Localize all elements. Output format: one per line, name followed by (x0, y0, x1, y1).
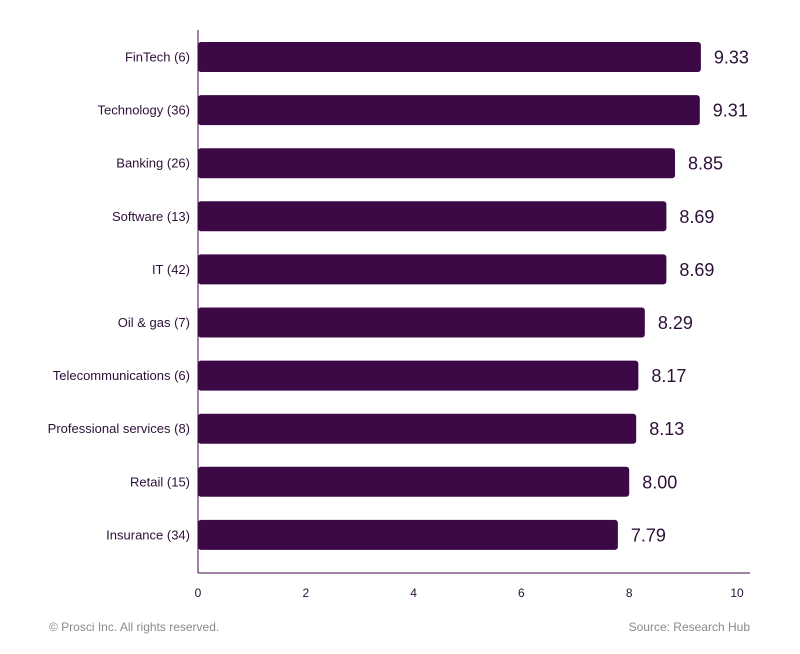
category-label: Professional services (8) (48, 421, 190, 436)
category-label: FinTech (6) (125, 50, 190, 65)
category-label: Retail (15) (130, 474, 190, 489)
data-label: 9.33 (714, 48, 749, 68)
category-label: Oil & gas (7) (118, 315, 190, 330)
x-tick-label: 4 (410, 586, 417, 600)
bar (198, 42, 701, 72)
bar (198, 466, 630, 497)
source-text: Source: Research Hub (628, 620, 750, 634)
category-label: Banking (26) (116, 156, 190, 171)
bar (198, 95, 700, 126)
category-label: Insurance (34) (106, 527, 190, 542)
data-label: 8.69 (679, 207, 714, 227)
x-tick-label: 2 (302, 586, 309, 600)
data-label: 9.31 (713, 101, 748, 121)
category-label: IT (42) (152, 262, 190, 277)
bar (198, 413, 637, 444)
category-label: Technology (36) (98, 103, 191, 118)
copyright-text: © Prosci Inc. All rights reserved. (49, 620, 220, 634)
x-tick-label: 0 (195, 586, 202, 600)
data-label: 8.85 (688, 154, 723, 174)
category-label: Software (13) (112, 209, 190, 224)
data-label: 7.79 (631, 525, 666, 545)
category-label: Telecommunications (6) (53, 368, 190, 383)
data-label: 8.29 (658, 313, 693, 333)
bar (198, 201, 667, 232)
x-tick-label: 6 (518, 586, 525, 600)
x-tick-label: 10 (730, 586, 744, 600)
x-tick-label: 8 (626, 586, 633, 600)
bar (198, 519, 618, 550)
data-label: 8.17 (651, 366, 686, 386)
data-label: 8.13 (649, 419, 684, 439)
bar (198, 307, 645, 338)
bar (198, 148, 676, 179)
bar (198, 254, 667, 285)
data-label: 8.69 (679, 260, 714, 280)
bar (198, 360, 639, 391)
data-label: 8.00 (642, 472, 677, 492)
